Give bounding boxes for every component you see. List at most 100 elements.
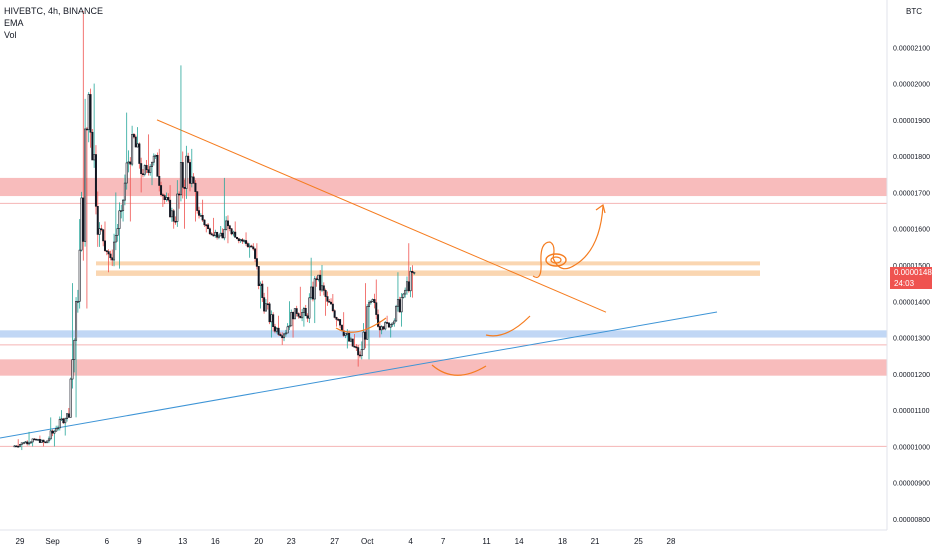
candle-up — [73, 339, 76, 360]
price-tick: 0.00001300 — [893, 336, 930, 343]
candle-down — [245, 240, 248, 244]
candle-down — [67, 413, 70, 418]
candle-up — [60, 418, 63, 421]
candle-down — [348, 332, 351, 342]
candle-up — [154, 154, 157, 157]
time-tick: 20 — [254, 537, 263, 546]
candle-down — [163, 195, 166, 200]
candle-up — [53, 430, 56, 434]
candle-down — [228, 225, 231, 230]
candle-up — [288, 325, 291, 328]
candle-up — [290, 312, 293, 327]
candle-down — [252, 246, 255, 250]
candle-up — [143, 165, 146, 175]
candle-down — [85, 128, 88, 131]
candle-up — [243, 240, 246, 242]
candle-down — [196, 191, 199, 211]
candle-up — [49, 430, 52, 440]
candle-down — [281, 335, 284, 339]
candle-down — [382, 326, 385, 330]
bracket-1 — [335, 317, 387, 333]
bracket-2 — [431, 364, 487, 376]
candle-up — [396, 299, 399, 307]
candle-up — [122, 199, 125, 211]
candle-down — [188, 162, 191, 184]
candle-up — [301, 312, 304, 319]
candle-down — [198, 210, 201, 216]
candle-up — [317, 274, 320, 280]
candle-down — [398, 299, 401, 313]
candle-down — [335, 317, 338, 320]
time-axis: 29 Sep 6 9 13 16 20 23 27 Oct 4 7 11 14 18 21 25 28 — [16, 537, 676, 546]
candle-up — [366, 306, 369, 340]
orange-zone-2 — [96, 270, 760, 276]
candle-down — [35, 438, 38, 441]
candle-down — [378, 326, 381, 331]
candle-down — [315, 278, 318, 281]
price-tick: 0.00000900 — [893, 481, 930, 488]
price-tick: 0.00002100 — [893, 45, 930, 52]
candle-down — [26, 441, 29, 445]
candle-down — [411, 271, 414, 273]
candle-down — [207, 224, 210, 230]
candle-up — [76, 300, 79, 303]
candle-down — [129, 161, 132, 165]
candle-up — [283, 333, 286, 339]
candle-down — [295, 308, 298, 314]
candle-up — [393, 320, 396, 324]
candle-down — [51, 430, 54, 434]
candle-up — [248, 245, 251, 248]
time-tick: 29 — [16, 537, 25, 546]
candle-down — [134, 136, 137, 148]
candle-up — [362, 331, 365, 350]
candle-down — [205, 224, 208, 227]
candle-down — [377, 314, 380, 327]
candle-up — [125, 162, 128, 184]
price-tick: 0.00001900 — [893, 118, 930, 125]
candle-up — [116, 228, 119, 236]
orange-zone-1 — [96, 261, 760, 266]
price-axis: 0.00002100 0.00002000 0.00001900 0.00001800… — [893, 45, 930, 524]
candle-up — [217, 235, 220, 238]
candle-up — [239, 239, 242, 242]
volume-indicator-label[interactable]: Vol — [4, 30, 17, 40]
candle-up — [391, 322, 394, 325]
candle-down — [357, 347, 360, 356]
candle-down — [62, 418, 65, 424]
candle-down — [364, 331, 367, 340]
candle-down — [351, 338, 354, 347]
symbol-title[interactable]: HIVEBTC, 4h, BINANCE — [4, 6, 104, 16]
arrow-head — [595, 203, 606, 214]
candle-up — [270, 314, 273, 323]
time-tick: 4 — [408, 537, 413, 546]
candle-down — [263, 297, 266, 312]
time-tick: 28 — [667, 537, 676, 546]
candle-up — [149, 166, 152, 173]
last-price-value: 0.00001480 — [894, 268, 932, 277]
candle-down — [194, 182, 197, 192]
candle-down — [111, 257, 114, 261]
uptrend-line — [0, 311, 718, 439]
bar-countdown: 24:03 — [894, 279, 915, 288]
candle-down — [373, 299, 376, 304]
candle-up — [131, 134, 134, 165]
candle-down — [358, 354, 361, 357]
candle-down — [339, 319, 342, 326]
candle-up — [31, 438, 34, 443]
candle-up — [58, 418, 61, 429]
time-tick: 25 — [634, 537, 643, 546]
candle-down — [210, 233, 213, 236]
candle-up — [120, 210, 123, 212]
candle-down — [387, 322, 390, 328]
candle-down — [174, 220, 177, 223]
candle-down — [105, 250, 108, 252]
candle-up — [170, 210, 173, 218]
candle-down — [140, 163, 143, 175]
ema-indicator-label[interactable]: EMA — [4, 18, 24, 28]
time-tick: 16 — [211, 537, 220, 546]
candle-down — [94, 154, 97, 207]
candle-up — [400, 297, 403, 313]
candle-down — [147, 169, 150, 173]
candle-up — [409, 271, 412, 292]
